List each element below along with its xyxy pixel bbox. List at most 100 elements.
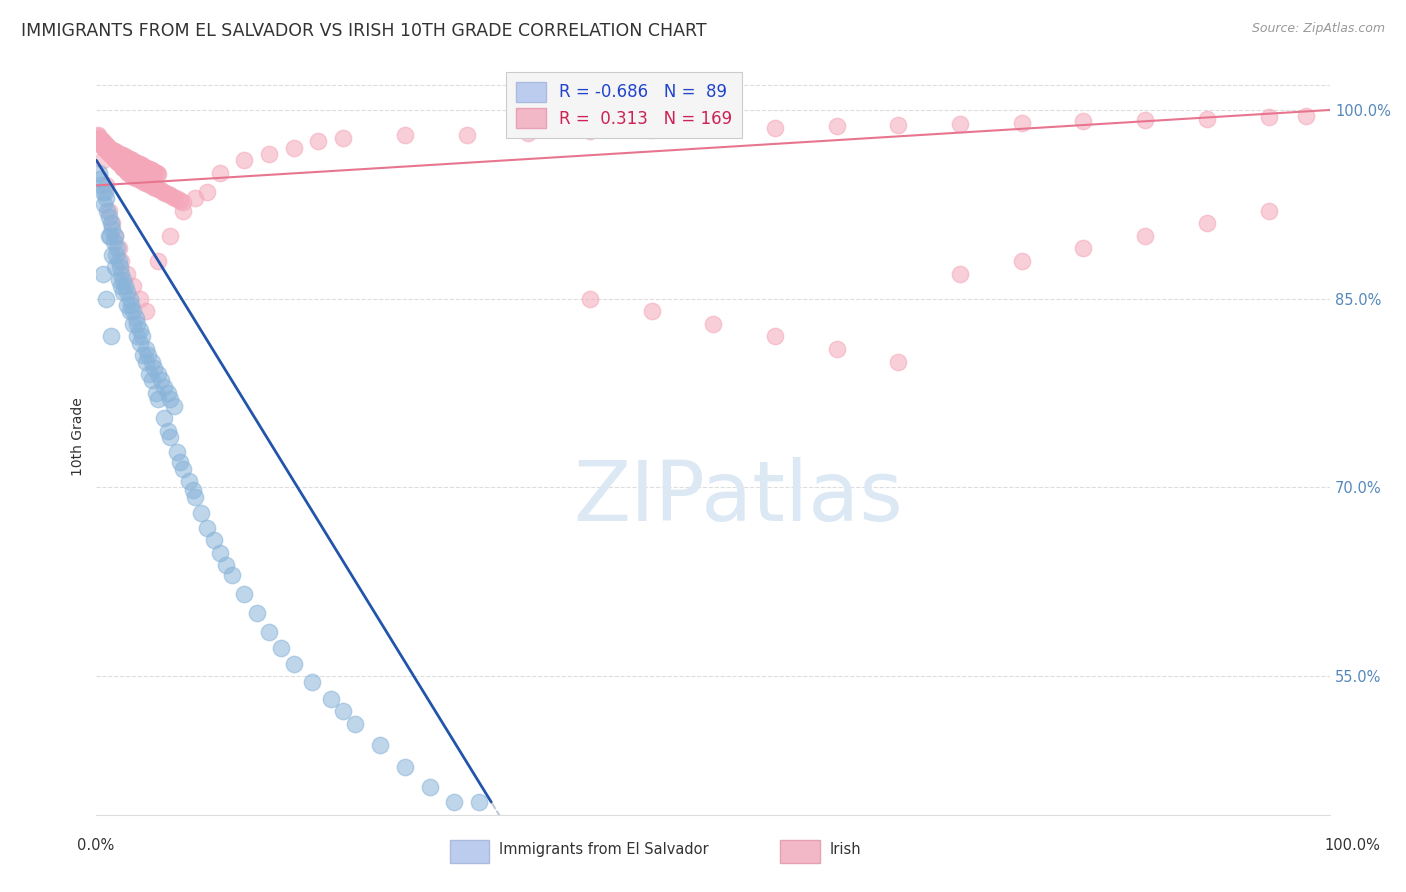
Point — [131, 158, 153, 172]
Y-axis label: 10th Grade: 10th Grade — [72, 398, 86, 476]
Point — [117, 166, 139, 180]
Point — [115, 267, 138, 281]
Point — [132, 160, 155, 174]
Point — [96, 203, 118, 218]
Point — [145, 166, 167, 180]
Point — [104, 145, 127, 159]
Point — [101, 216, 124, 230]
Point — [301, 675, 323, 690]
Point — [169, 194, 191, 208]
Point — [100, 329, 122, 343]
Point — [149, 184, 172, 198]
Point — [128, 323, 150, 337]
Point — [101, 222, 124, 236]
Point — [96, 292, 118, 306]
Point — [90, 133, 112, 147]
Point — [127, 172, 149, 186]
Point — [112, 149, 135, 163]
Point — [1195, 216, 1218, 230]
Point — [456, 128, 478, 142]
Point — [105, 241, 128, 255]
Point — [89, 132, 111, 146]
Point — [283, 657, 305, 671]
Point — [128, 335, 150, 350]
Point — [949, 117, 972, 131]
Point — [233, 153, 256, 168]
Point — [368, 739, 391, 753]
Point — [118, 292, 141, 306]
Point — [115, 285, 138, 300]
Point — [125, 155, 148, 169]
Point — [177, 474, 200, 488]
Point — [1257, 111, 1279, 125]
Point — [97, 141, 120, 155]
Point — [135, 354, 157, 368]
Point — [100, 148, 122, 162]
Point — [1295, 109, 1317, 123]
Point — [394, 760, 416, 774]
Point — [94, 185, 117, 199]
Point — [257, 147, 280, 161]
Point — [93, 136, 115, 150]
Point — [96, 191, 118, 205]
Point — [98, 228, 121, 243]
Point — [91, 135, 114, 149]
Point — [98, 142, 121, 156]
Point — [443, 795, 465, 809]
Point — [90, 135, 112, 149]
Point — [89, 136, 111, 151]
Point — [112, 285, 135, 300]
Point — [104, 260, 127, 275]
Point — [107, 147, 129, 161]
Point — [169, 455, 191, 469]
Point — [86, 128, 108, 142]
Point — [159, 430, 181, 444]
Point — [107, 241, 129, 255]
Point — [146, 392, 169, 407]
Point — [949, 267, 972, 281]
Point — [1195, 112, 1218, 126]
Point — [257, 625, 280, 640]
Point — [143, 360, 166, 375]
Point — [138, 162, 160, 177]
Point — [124, 154, 146, 169]
Text: 100.0%: 100.0% — [1324, 838, 1381, 853]
Point — [104, 228, 127, 243]
Legend: R = -0.686   N =  89, R =  0.313   N = 169: R = -0.686 N = 89, R = 0.313 N = 169 — [506, 71, 742, 138]
Point — [197, 521, 219, 535]
Point — [103, 235, 125, 249]
Point — [93, 141, 115, 155]
Point — [319, 691, 342, 706]
Point — [112, 273, 135, 287]
Point — [94, 138, 117, 153]
Point — [139, 163, 162, 178]
Point — [128, 292, 150, 306]
Point — [104, 228, 127, 243]
Point — [156, 386, 179, 401]
Text: ZIPatlas: ZIPatlas — [574, 457, 903, 538]
Point — [104, 152, 127, 166]
Point — [159, 392, 181, 407]
Point — [120, 169, 142, 183]
Point — [93, 197, 115, 211]
Point — [98, 147, 121, 161]
Point — [184, 491, 207, 505]
Point — [125, 155, 148, 169]
Point — [1257, 203, 1279, 218]
Point — [97, 203, 120, 218]
Point — [122, 154, 145, 169]
Point — [138, 367, 160, 381]
Point — [142, 179, 165, 194]
Point — [517, 126, 540, 140]
Point — [125, 170, 148, 185]
Point — [97, 228, 120, 243]
Point — [246, 606, 269, 620]
Point — [97, 145, 120, 160]
Point — [887, 118, 910, 132]
Point — [105, 145, 128, 160]
Point — [94, 136, 117, 151]
Point — [91, 267, 114, 281]
Point — [166, 445, 188, 459]
Point — [202, 533, 225, 548]
Point — [111, 148, 134, 162]
